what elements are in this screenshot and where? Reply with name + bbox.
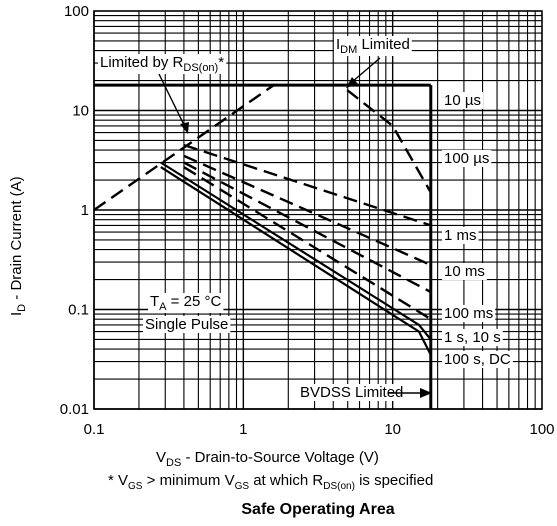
bvdss-limit-annotation: BVDSS Limited [300, 384, 403, 401]
series-line-4 [183, 166, 432, 321]
series-line-5 [160, 161, 432, 341]
series-line-2 [183, 154, 432, 267]
y-axis-label: ID - Drain Current (A) [8, 176, 28, 316]
y-tick-label: 1 [81, 202, 89, 219]
label-bg [442, 227, 479, 244]
idm-limit-annotation: IDM Limited [336, 36, 410, 56]
series-label-100s-dc: 100 s, DC [444, 351, 511, 368]
series-line-6 [160, 166, 432, 356]
label-bg [442, 305, 496, 322]
series-line-1 [183, 143, 432, 227]
label-bg [143, 316, 231, 333]
y-tick-label: 0.1 [68, 302, 89, 319]
label-bg [334, 36, 412, 56]
y-tick-label: 100 [64, 3, 89, 20]
chart-title: Safe Operating Area [241, 501, 394, 518]
series-lines [93, 83, 433, 409]
label-bg [442, 263, 487, 280]
ta-annotation: TA = 25 °C [150, 293, 221, 313]
rds-arrow-head [180, 122, 189, 134]
x-tick-label: 100 [529, 421, 554, 438]
label-bg [442, 92, 483, 109]
x-tick-label: 0.1 [84, 421, 105, 438]
single-pulse-annotation: Single Pulse [145, 316, 228, 333]
series-label-10ms: 10 ms [444, 263, 485, 280]
series-label-1s-10s: 1 s, 10 s [444, 329, 501, 346]
label-backgrounds [98, 36, 513, 401]
series-label-1ms: 1 ms [444, 227, 477, 244]
series-line-3 [183, 161, 432, 294]
label-bg [442, 329, 503, 346]
label-bg [442, 150, 492, 167]
tick-labels: 0.1 1 10 100 0.01 0.1 1 10 100 [60, 3, 555, 438]
bvdss-arrow-head [420, 388, 432, 398]
idm-arrow-head [346, 77, 358, 88]
series-line-0 [93, 83, 432, 211]
x-tick-label: 10 [384, 421, 401, 438]
rds-limit-annotation: Limited by RDS(on)* [100, 54, 224, 74]
x-tick-label: 1 [239, 421, 247, 438]
y-tick-label: 0.01 [60, 401, 89, 418]
label-bg [148, 293, 224, 313]
series-label-100us: 100 µs [444, 150, 489, 167]
plot-frame [93, 10, 543, 410]
y-tick-label: 10 [72, 103, 89, 120]
label-bg [442, 351, 513, 368]
footnote: * VGS > minimum VGS at which RDS(on) is … [108, 472, 433, 492]
idm-arrow-line [351, 57, 381, 83]
series-label-100ms: 100 ms [444, 305, 493, 322]
label-bg [98, 54, 227, 74]
x-axis-label: VDS - Drain-to-Source Voltage (V) [156, 449, 379, 469]
label-bg [298, 384, 406, 401]
series-label-10us: 10 µs [444, 92, 481, 109]
rds-arrow-line [158, 73, 187, 130]
